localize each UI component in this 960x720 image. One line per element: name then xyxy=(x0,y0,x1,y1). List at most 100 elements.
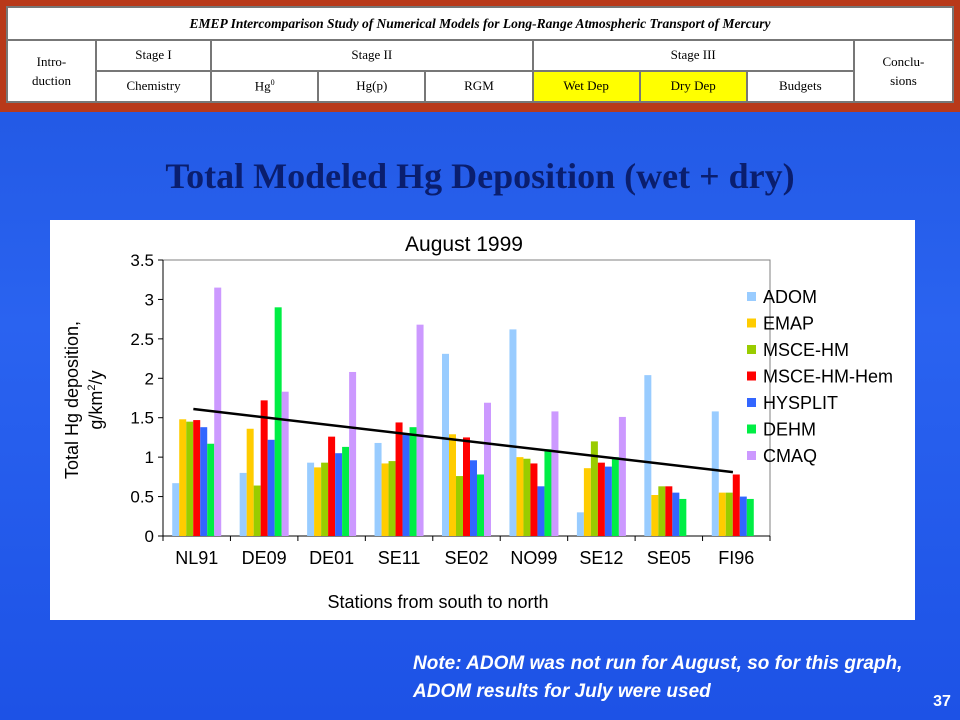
bar-msce-hm-hem-de01 xyxy=(328,436,336,536)
x-tick-label: DE01 xyxy=(309,548,354,568)
x-tick-label: NO99 xyxy=(510,548,557,568)
bar-dehm-se05 xyxy=(679,498,687,536)
nav-hgp[interactable]: Hg(p) xyxy=(317,69,427,104)
bar-cmaq-se11 xyxy=(416,324,424,536)
nav-introduction[interactable]: Intro- duction xyxy=(6,39,97,103)
y-tick-label: 0.5 xyxy=(130,488,154,507)
bar-msce-hm-se11 xyxy=(388,461,396,536)
nav-rgm[interactable]: RGM xyxy=(424,69,534,104)
bar-dehm-se11 xyxy=(409,427,417,536)
bar-adom-de01 xyxy=(307,462,315,536)
nav-hg0[interactable]: Hg0 xyxy=(210,69,320,104)
y-axis-label-line1: Total Hg deposition, xyxy=(62,321,82,479)
legend-label-dehm: DEHM xyxy=(763,420,816,440)
legend-label-hysplit: HYSPLIT xyxy=(763,393,838,413)
bar-msce-hm-nl91 xyxy=(186,421,194,536)
bar-dehm-se12 xyxy=(611,457,619,536)
header-bar: EMEP Intercomparison Study of Numerical … xyxy=(0,0,960,112)
bar-hysplit-se02 xyxy=(470,460,477,536)
study-title: EMEP Intercomparison Study of Numerical … xyxy=(6,6,954,41)
bar-adom-nl91 xyxy=(172,483,180,536)
x-tick-label: NL91 xyxy=(175,548,218,568)
navigation-table: EMEP Intercomparison Study of Numerical … xyxy=(6,6,955,104)
bar-hysplit-no99 xyxy=(537,486,545,536)
legend-label-emap: EMAP xyxy=(763,314,814,334)
legend: ADOM EMAP MSCE-HM MSCE-HM-Hem HYSPLIT DEHM CMA… xyxy=(747,287,893,466)
page-number: 37 xyxy=(933,693,951,710)
legend-swatch-dehm xyxy=(747,424,756,434)
legend-swatch-cmaq xyxy=(747,451,756,460)
bar-hysplit-fi96 xyxy=(739,496,747,536)
legend-swatch-msce-hm-hem xyxy=(747,371,756,381)
bar-msce-hm-hem-nl91 xyxy=(193,420,201,536)
bar-msce-hm-se05 xyxy=(658,486,666,536)
bar-msce-hm-de01 xyxy=(321,462,329,536)
bar-cmaq-de09 xyxy=(281,391,289,536)
nav-conclusions[interactable]: Conclu- sions xyxy=(852,39,955,103)
bar-dehm-de01 xyxy=(342,446,350,536)
nav-budgets[interactable]: Budgets xyxy=(745,69,855,104)
bar-hysplit-de01 xyxy=(335,453,343,536)
bar-hysplit-se11 xyxy=(402,433,410,536)
bar-msce-hm-hem-de09 xyxy=(260,400,268,536)
y-axis-label-unit-sup: 2 xyxy=(86,384,98,390)
y-tick-label: 3 xyxy=(145,290,154,309)
bar-cmaq-se02 xyxy=(484,402,491,536)
ado-note: Note: ADOM was not run for August, so fo… xyxy=(413,653,903,702)
legend-swatch-emap xyxy=(747,318,756,328)
nav-dry-dep[interactable]: Dry Dep xyxy=(638,69,748,104)
deposition-bar-chart: August 1999 Total Hg deposition, g/km2/y… xyxy=(62,233,893,612)
bar-dehm-no99 xyxy=(544,449,552,536)
x-tick-label: FI96 xyxy=(718,548,754,568)
bar-emap-se12 xyxy=(583,468,591,536)
bar-hysplit-de09 xyxy=(267,439,275,536)
bar-msce-hm-no99 xyxy=(523,458,531,536)
x-tick-label: SE12 xyxy=(579,548,623,568)
bar-emap-nl91 xyxy=(179,419,187,536)
legend-label-msce-hm: MSCE-HM xyxy=(763,340,849,360)
legend-swatch-adom xyxy=(747,292,756,301)
legend-swatch-msce-hm xyxy=(747,345,756,354)
bar-dehm-de09 xyxy=(274,307,282,536)
x-axis-label: Stations from south to north xyxy=(327,592,548,612)
bar-msce-hm-hem-se12 xyxy=(597,462,605,536)
nav-chemistry[interactable]: Chemistry xyxy=(94,69,213,104)
bar-emap-se05 xyxy=(651,494,659,536)
bar-adom-no99 xyxy=(509,329,517,536)
bar-dehm-nl91 xyxy=(207,443,215,536)
bar-emap-se11 xyxy=(381,463,389,536)
bar-msce-hm-hem-no99 xyxy=(530,463,538,536)
bar-msce-hm-hem-se02 xyxy=(463,437,470,536)
plot-area: 0 0.5 1 1.5 2 2.5 3 3.5 NL91 DE09 DE01 SE11 SE02 NO99… xyxy=(130,251,771,568)
bar-cmaq-no99 xyxy=(551,411,559,536)
bar-hysplit-se05 xyxy=(672,492,680,536)
bar-adom-se02 xyxy=(442,353,449,536)
bar-msce-hm-hem-fi96 xyxy=(732,474,740,536)
y-tick-label: 3.5 xyxy=(130,251,154,270)
bar-hysplit-nl91 xyxy=(200,427,208,536)
y-axis-label-line2: g/km2/y xyxy=(86,370,106,429)
legend-label-cmaq: CMAQ xyxy=(763,446,817,466)
bar-msce-hm-se12 xyxy=(590,441,598,536)
y-tick-label: 2.5 xyxy=(130,330,154,349)
nav-wet-dep[interactable]: Wet Dep xyxy=(531,69,641,104)
bar-msce-hm-de09 xyxy=(253,485,261,536)
bar-emap-de01 xyxy=(314,467,322,536)
legend-label-msce-hm-hem: MSCE-HM-Hem xyxy=(763,367,893,387)
bar-adom-fi96 xyxy=(711,411,719,536)
bar-emap-de09 xyxy=(246,428,254,536)
x-tick-label: SE11 xyxy=(378,548,421,568)
bar-adom-se05 xyxy=(644,375,652,536)
y-tick-label: 1 xyxy=(145,448,154,467)
y-axis-label-unit-suffix: /y xyxy=(86,370,106,384)
nav-stage-1[interactable]: Stage I xyxy=(94,39,213,72)
nav-stage-3[interactable]: Stage III xyxy=(531,39,855,72)
nav-stage-2[interactable]: Stage II xyxy=(210,39,534,72)
bar-emap-no99 xyxy=(516,457,524,536)
bar-msce-hm-se02 xyxy=(456,476,463,536)
trend-line xyxy=(193,407,734,474)
x-tick-label: DE09 xyxy=(242,548,287,568)
bar-emap-fi96 xyxy=(718,492,726,536)
bar-adom-se11 xyxy=(374,442,382,536)
legend-swatch-hysplit xyxy=(747,398,756,407)
